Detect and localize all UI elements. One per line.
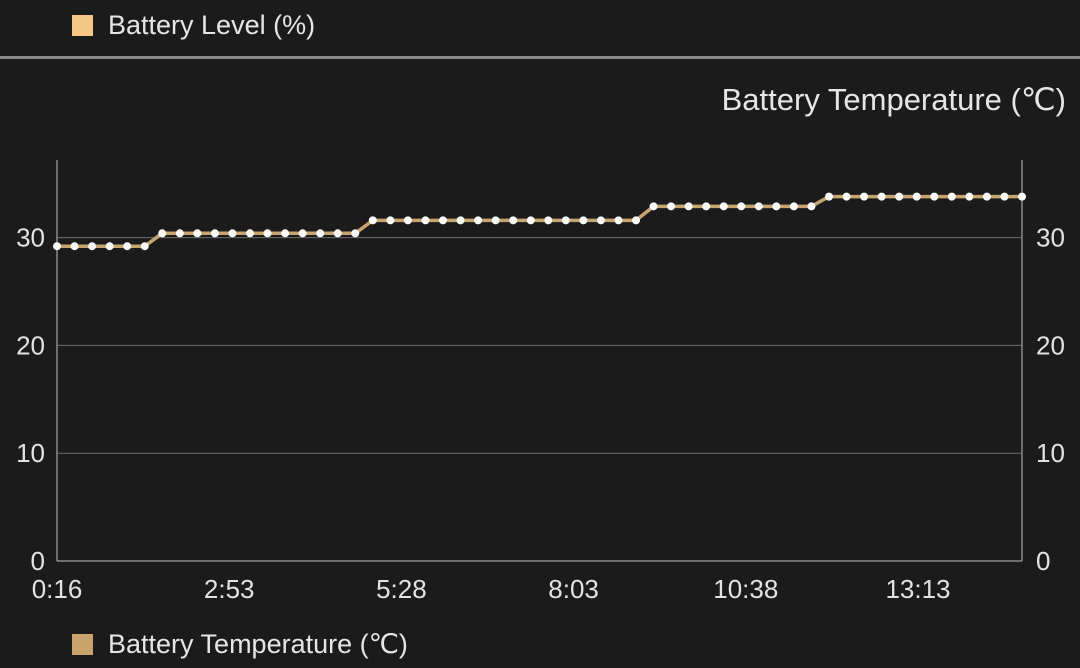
temperature-point (860, 192, 869, 201)
temperature-point (140, 242, 149, 251)
temperature-point (421, 216, 430, 225)
temperature-point (368, 216, 377, 225)
temperature-point (561, 216, 570, 225)
battery-level-legend-label: Battery Level (%) (108, 10, 316, 40)
temperature-point (842, 192, 851, 201)
right-y-tick-labels: 0 10 20 30 (1036, 223, 1065, 576)
temperature-point (526, 216, 535, 225)
temperature-point (614, 216, 623, 225)
y-tick-label-left: 20 (16, 330, 45, 360)
temperature-point (912, 192, 921, 201)
chart-title: Battery Temperature (℃) (721, 82, 1066, 117)
temperature-point (789, 202, 798, 211)
temperature-point (316, 229, 325, 238)
temperature-point (456, 216, 465, 225)
temperature-point (1018, 192, 1026, 201)
temperature-point (439, 216, 447, 225)
temperature-point (895, 192, 904, 201)
temperature-line (57, 194, 1022, 248)
temperature-point (877, 192, 886, 201)
temperature-point (228, 229, 237, 238)
y-tick-label-left: 0 (31, 546, 45, 576)
battery-temperature-swatch (72, 633, 93, 655)
y-tick-label-right: 10 (1036, 438, 1065, 468)
temperature-point (930, 192, 939, 201)
y-tick-label-right: 20 (1036, 330, 1065, 360)
grid-lines (57, 237, 1022, 454)
x-tick-label: 10:38 (713, 574, 778, 604)
temperature-point (596, 216, 605, 225)
temperature-point (491, 216, 500, 225)
temperature-point (193, 229, 202, 238)
y-tick-label-left: 10 (16, 438, 45, 468)
temperature-point (246, 229, 254, 238)
battery-level-swatch (72, 14, 93, 36)
bottom-legend[interactable]: Battery Temperature (℃) (72, 626, 408, 662)
temperature-point (123, 242, 132, 251)
temperature-points (53, 192, 1026, 251)
temperature-point (982, 192, 991, 201)
temperature-point (403, 216, 412, 225)
temperature-point (965, 192, 974, 201)
temperature-point (298, 229, 307, 238)
temperature-point (719, 202, 728, 211)
temperature-point (281, 229, 290, 238)
y-tick-label-left: 30 (16, 223, 45, 253)
temperature-point (825, 192, 833, 201)
x-tick-label: 5:28 (376, 574, 427, 604)
temperature-series (57, 194, 1022, 248)
temperature-point (333, 229, 342, 238)
temperature-point (509, 216, 518, 225)
temperature-point (649, 202, 658, 211)
temperature-point (772, 202, 781, 211)
temperature-point (667, 202, 676, 211)
temperature-point (684, 202, 693, 211)
temperature-point (351, 229, 360, 238)
temperature-point (947, 192, 956, 201)
left-y-tick-labels: 0 10 20 30 (16, 223, 45, 576)
temperature-point (105, 242, 114, 251)
x-tick-label: 8:03 (548, 574, 599, 604)
temperature-point (263, 229, 272, 238)
chart-divider (0, 56, 1080, 59)
battery-temperature-legend-label: Battery Temperature (℃) (108, 629, 408, 659)
temperature-point (807, 202, 816, 211)
temperature-point (754, 202, 763, 211)
temperature-point (158, 229, 167, 238)
y-tick-label-right: 0 (1036, 546, 1050, 576)
temperature-point (737, 202, 746, 211)
x-tick-label: 13:13 (885, 574, 950, 604)
temperature-point (474, 216, 483, 225)
x-tick-label: 2:53 (204, 574, 255, 604)
temperature-point (210, 229, 219, 238)
temperature-point (544, 216, 553, 225)
temperature-point (175, 229, 184, 238)
x-tick-labels: 0:16 2:53 5:28 8:03 10:38 13:13 (32, 574, 951, 604)
temperature-point (88, 242, 97, 251)
chart-axes (56, 160, 1023, 562)
x-tick-label: 0:16 (32, 574, 83, 604)
temperature-point (579, 216, 588, 225)
temperature-point (702, 202, 711, 211)
temperature-point (53, 242, 61, 251)
top-legend[interactable]: Battery Level (%) (72, 8, 315, 42)
temperature-point (632, 216, 640, 225)
temperature-point (386, 216, 395, 225)
temperature-point (1000, 192, 1009, 201)
temperature-point (70, 242, 79, 251)
y-tick-label-right: 30 (1036, 223, 1065, 253)
